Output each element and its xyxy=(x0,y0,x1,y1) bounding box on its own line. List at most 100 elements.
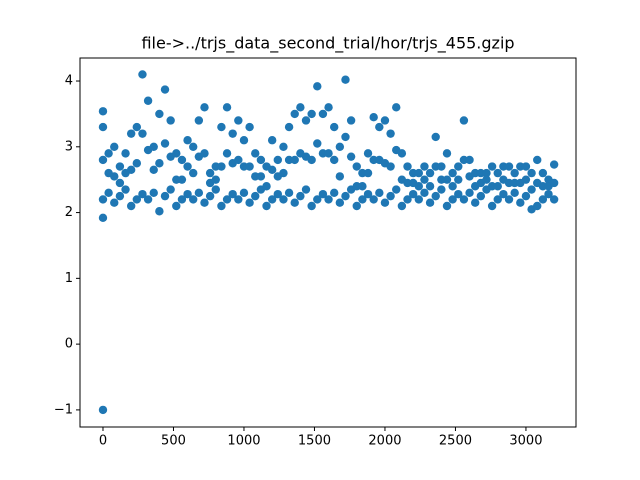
point xyxy=(493,182,502,191)
point xyxy=(527,185,536,194)
x-tick-label: 1000 xyxy=(227,434,260,449)
point xyxy=(313,195,322,204)
point xyxy=(437,185,446,194)
point xyxy=(346,116,356,125)
point xyxy=(476,191,486,201)
point xyxy=(279,168,288,178)
point xyxy=(256,155,266,165)
point xyxy=(313,139,322,148)
point xyxy=(363,189,373,199)
x-tick-label: 3000 xyxy=(509,434,542,449)
point xyxy=(239,136,249,145)
point xyxy=(341,191,350,201)
y-tick-label: −1 xyxy=(54,402,73,417)
point xyxy=(330,155,339,165)
point xyxy=(132,122,142,132)
point xyxy=(493,168,502,178)
point xyxy=(487,162,497,171)
point xyxy=(279,195,288,204)
point xyxy=(516,198,525,207)
point xyxy=(358,195,367,204)
point xyxy=(126,201,136,211)
point xyxy=(324,195,333,204)
point xyxy=(290,155,299,165)
point xyxy=(448,182,457,191)
y-tick-label: 2 xyxy=(65,205,73,220)
point xyxy=(279,142,288,151)
point xyxy=(363,149,373,158)
point xyxy=(222,103,232,112)
point xyxy=(251,191,260,201)
point xyxy=(222,149,232,158)
point xyxy=(510,168,519,178)
point xyxy=(126,165,136,175)
point xyxy=(183,136,192,145)
plot-area xyxy=(98,70,559,415)
point xyxy=(425,168,435,178)
point xyxy=(448,195,457,204)
point xyxy=(284,188,294,198)
point xyxy=(487,201,497,211)
point xyxy=(177,175,187,184)
point xyxy=(126,129,136,138)
point xyxy=(538,168,548,178)
point xyxy=(533,155,542,165)
point xyxy=(465,188,474,198)
point xyxy=(160,191,170,201)
point xyxy=(138,189,147,199)
point xyxy=(363,168,373,178)
point xyxy=(352,201,361,211)
point xyxy=(98,405,108,415)
point xyxy=(98,155,108,165)
point xyxy=(318,109,328,119)
point xyxy=(454,162,463,171)
point xyxy=(482,175,491,184)
point xyxy=(262,201,271,211)
point xyxy=(504,162,514,171)
point xyxy=(143,96,153,105)
point xyxy=(527,168,536,178)
point xyxy=(521,162,531,171)
point xyxy=(392,103,401,112)
point xyxy=(307,201,316,211)
point xyxy=(98,122,108,132)
point xyxy=(324,149,333,158)
point xyxy=(217,201,226,211)
point xyxy=(380,116,390,125)
point xyxy=(273,189,283,199)
point xyxy=(414,168,423,178)
point xyxy=(149,142,158,151)
point xyxy=(234,116,243,125)
point xyxy=(414,195,423,204)
point xyxy=(442,201,452,211)
point xyxy=(138,129,147,138)
point xyxy=(138,70,147,79)
point xyxy=(234,155,243,165)
point xyxy=(533,201,542,211)
x-tick-label: 500 xyxy=(161,434,186,449)
point xyxy=(386,162,395,171)
point xyxy=(172,149,181,158)
point xyxy=(437,162,446,171)
point xyxy=(346,152,356,161)
point xyxy=(200,198,209,207)
point xyxy=(549,195,559,204)
point xyxy=(301,185,311,194)
point xyxy=(341,132,350,142)
point xyxy=(189,142,198,151)
point xyxy=(403,195,412,204)
y-tick-label: 4 xyxy=(65,74,73,89)
point xyxy=(499,189,508,199)
point xyxy=(521,191,531,201)
point xyxy=(510,188,519,198)
point xyxy=(205,191,215,201)
point xyxy=(262,182,271,191)
point xyxy=(335,172,345,181)
point xyxy=(301,116,311,125)
point xyxy=(245,162,254,171)
point xyxy=(392,185,401,194)
point xyxy=(448,168,457,178)
point xyxy=(454,189,463,199)
point xyxy=(375,188,384,198)
point xyxy=(307,109,316,119)
